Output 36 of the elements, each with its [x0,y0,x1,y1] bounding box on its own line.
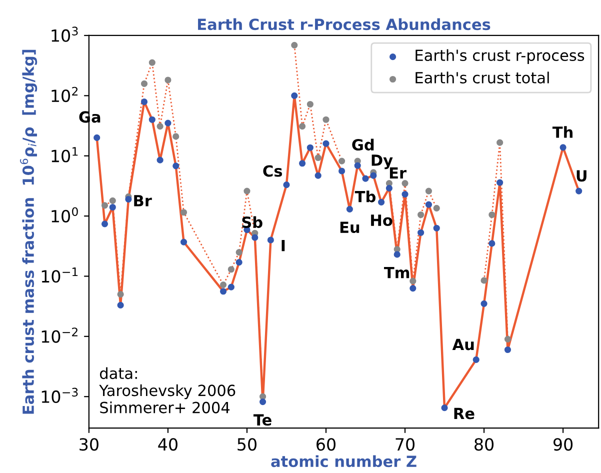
x-axis-title: atomic number Z [271,455,416,468]
y-tick-label: 10$^{1}$ [52,147,78,162]
annotation: Er [390,167,406,179]
x-tick-label: 70 [396,438,415,451]
y-axis-title: Earth crust mass fraction 10$^{6}$ρ$_{i}$/ρ [mg/kg] [20,50,38,414]
y-tick-label: 10$^{2}$ [52,86,78,102]
annotation: Ho [371,214,392,226]
annotation: Gd [352,138,374,151]
annotation: U [576,170,586,182]
annotation: Dy [372,154,393,170]
annotation: Re [454,408,474,420]
y-tick-label: 10$^{−2}$ [42,328,78,343]
annotation: Br [134,195,152,206]
annotation: Te [253,414,272,426]
x-tick-label: 50 [238,438,256,451]
x-tick-label: 80 [474,438,494,451]
x-tick-label: 30 [80,438,98,451]
y-tick-label: 10$^{−3}$ [42,388,78,404]
annotation: data: Yaroshevsky 2006 Simmerer+ 2004 [99,367,236,414]
annotation: Sb [242,216,262,228]
annotation: Cs [263,165,282,177]
annotation: Tm [384,266,410,278]
annotation: I [282,240,285,252]
annotation: Tb [354,190,376,202]
x-tick-label: 60 [316,438,336,451]
annotation: Eu [340,222,360,234]
legend-label: Earth's crust total [416,72,549,84]
y-tick-label: 10$^{3}$ [52,26,78,42]
y-tick-label: 10$^{−1}$ [42,268,78,283]
x-tick-label: 90 [553,438,573,451]
legend-label: Earth's crust r-process [416,49,584,64]
x-tick-label: 40 [158,438,178,451]
chart-title: Earth Crust r-Process Abundances [198,18,490,30]
annotation: Th [552,126,572,138]
annotation: Au [452,338,474,350]
y-tick-label: 10$^{0}$ [52,207,78,222]
